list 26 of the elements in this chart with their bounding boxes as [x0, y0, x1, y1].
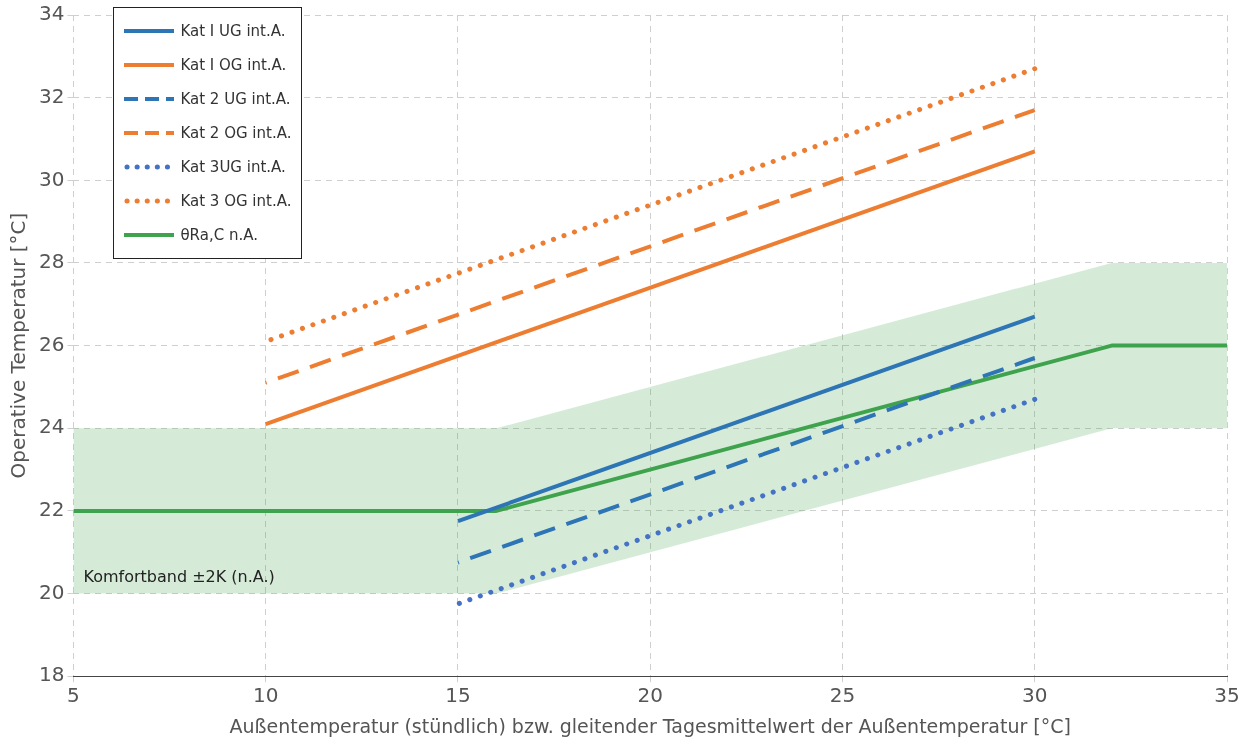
x-tick-label: 30: [1022, 683, 1048, 708]
annotation: Komfortband ±2K (n.A.): [83, 567, 275, 587]
y-tick-label: 28: [39, 249, 65, 274]
y-axis-title: Operative Temperatur [°C]: [6, 212, 31, 479]
y-tick-label: 30: [39, 166, 65, 191]
y-tick-label: 22: [39, 497, 65, 522]
y-tick-label: 26: [39, 331, 65, 356]
x-tick-label: 20: [637, 683, 663, 708]
legend-label: Kat I OG int.A.: [180, 56, 287, 74]
y-tick-label: 20: [39, 579, 65, 604]
legend-label: Kat 2 OG int.A.: [180, 124, 292, 142]
y-tick-label: 24: [39, 414, 65, 439]
y-tick-label: 18: [39, 662, 65, 687]
x-tick-label: 15: [445, 683, 471, 708]
y-tick-label: 32: [39, 83, 65, 108]
legend-label: θRa,C n.A.: [180, 226, 258, 244]
x-tick-label: 25: [829, 683, 856, 708]
x-tick-label: 10: [252, 683, 279, 708]
legend-label: Kat 2 UG int.A.: [180, 90, 291, 108]
y-tick-label: 34: [39, 1, 65, 26]
x-axis-title: Außentemperatur (stündlich) bzw. gleitender Tagesmittelwert der Außentemperatur [°C]: [229, 714, 1071, 737]
x-tick-label: 5: [67, 683, 80, 708]
legend-label: Kat 3 OG int.A.: [180, 192, 292, 210]
x-tick-label: 35: [1214, 683, 1240, 708]
legend-label: Kat I UG int.A.: [180, 22, 286, 40]
legend-label: Kat 3UG int.A.: [180, 158, 286, 176]
